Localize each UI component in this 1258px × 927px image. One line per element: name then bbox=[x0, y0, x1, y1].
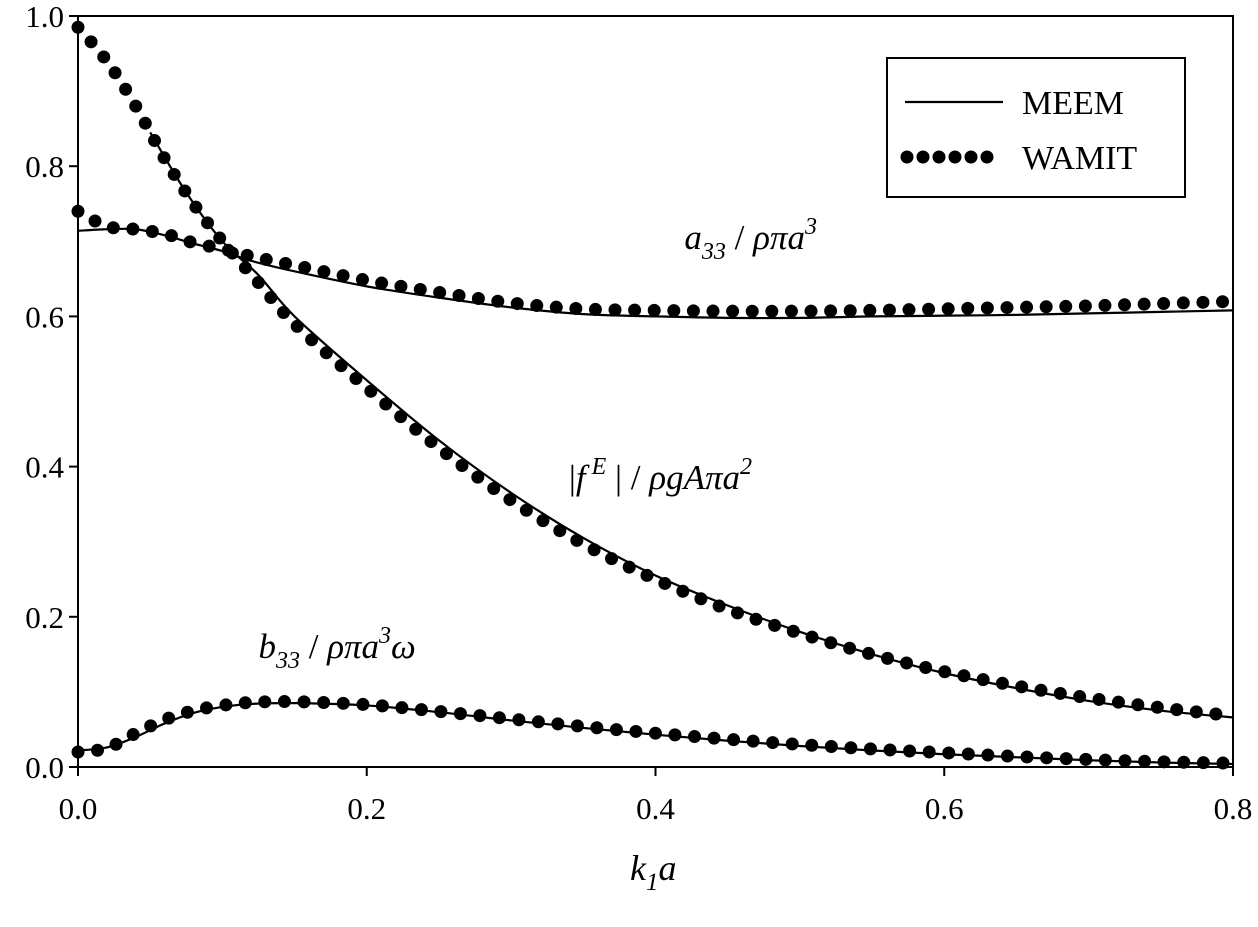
x-axis-title-text: k1a bbox=[630, 848, 676, 896]
annotation-part: ρgAπa bbox=[648, 458, 740, 497]
x-tick-label: 0.4 bbox=[636, 791, 675, 826]
annotation-part: a bbox=[684, 218, 702, 257]
annotation-part: 3 bbox=[378, 623, 391, 649]
legend-label-meem: MEEM bbox=[1022, 85, 1124, 122]
annotation-part: 33 bbox=[701, 239, 726, 265]
y-tick-label: 0.4 bbox=[25, 450, 64, 485]
annotation-part: | bbox=[569, 458, 576, 497]
y-tick-label: 0.8 bbox=[25, 149, 64, 184]
annotation-part: / bbox=[726, 218, 753, 257]
annotation-part: ω bbox=[391, 627, 416, 666]
annotation-part: E bbox=[586, 454, 607, 480]
annotation-part: 3 bbox=[804, 214, 817, 240]
ticks: 0.0 0.2 0.4 0.6 0.8 0.0 0.2 0.4 0.6 0.8 1.0 bbox=[25, 0, 1252, 826]
wamit-fe-line bbox=[71, 20, 1240, 723]
annotation-part: b bbox=[258, 627, 276, 666]
y-tick-label: 1.0 bbox=[25, 0, 64, 34]
x-tick-label: 0.2 bbox=[347, 791, 386, 826]
x-axis-title-base: k bbox=[630, 848, 647, 888]
y-tick-label: 0.6 bbox=[25, 299, 64, 334]
x-tick-label: 0.6 bbox=[925, 791, 964, 826]
y-tick-label: 0.2 bbox=[25, 600, 64, 635]
x-tick-label: 0.8 bbox=[1214, 791, 1253, 826]
wamit-a33-line bbox=[71, 204, 1240, 318]
wamit-b33-line bbox=[71, 695, 1240, 770]
x-axis-title: k1a bbox=[630, 848, 676, 896]
x-axis-title-rest: a bbox=[658, 848, 676, 888]
series-group bbox=[71, 20, 1240, 770]
annotation-part: 2 bbox=[740, 454, 752, 480]
annotation-a33: a33 / ρπa3 bbox=[684, 214, 817, 265]
legend-box bbox=[886, 57, 1186, 198]
annotation-part: ρπa bbox=[326, 627, 379, 666]
annotation-part: 33 bbox=[275, 648, 300, 674]
legend: MEEM WAMIT bbox=[886, 57, 1186, 198]
x-axis-title-sub: 1 bbox=[646, 869, 659, 896]
annotation-fe: |f E | / ρgAπa2 bbox=[569, 454, 752, 497]
legend-label-wamit: WAMIT bbox=[1022, 140, 1137, 177]
annotation-part: | / bbox=[606, 458, 649, 497]
annotation-b33: b33 / ρπa3ω bbox=[258, 623, 415, 674]
x-tick-label: 0.0 bbox=[59, 791, 98, 826]
annotation-part: / bbox=[300, 627, 327, 666]
y-tick-label: 0.0 bbox=[25, 750, 64, 785]
meem-a33-line bbox=[77, 227, 1234, 320]
annotation-part: ρπa bbox=[752, 218, 805, 257]
